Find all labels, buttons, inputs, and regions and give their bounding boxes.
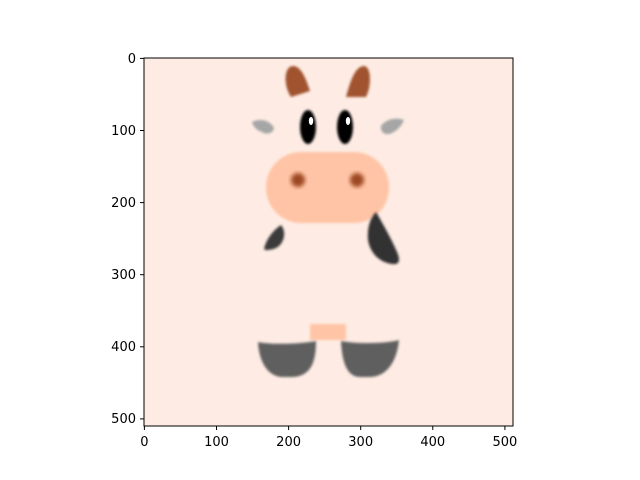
left-nostril (291, 173, 305, 187)
right-ear (380, 118, 404, 135)
y-tick-label: 500 (111, 412, 136, 427)
image-area (144, 58, 513, 426)
snout (266, 152, 389, 223)
right-nostril (350, 173, 364, 187)
right-hoof (341, 340, 399, 377)
left-eye-highlight (308, 117, 314, 125)
x-tick-label: 300 (348, 435, 373, 450)
y-axis: 0 100 200 300 400 500 (111, 52, 144, 427)
left-ear (252, 120, 274, 134)
x-tick-label: 400 (420, 435, 445, 450)
left-eye (300, 110, 316, 144)
x-axis: 0 100 200 300 400 500 (140, 426, 517, 450)
left-hoof (258, 341, 316, 377)
left-horn (285, 66, 310, 97)
axes-frame (143, 57, 514, 427)
udder-patch (310, 324, 346, 340)
y-tick-label: 200 (111, 196, 136, 211)
right-eye (337, 110, 353, 144)
right-body-spot (367, 212, 400, 265)
left-body-spot (264, 225, 285, 251)
x-tick-label: 500 (492, 435, 517, 450)
right-eye-highlight (345, 117, 351, 125)
right-horn (346, 66, 370, 97)
y-tick-label: 0 (128, 52, 136, 67)
y-tick-label: 400 (111, 340, 136, 355)
x-tick-label: 200 (276, 435, 301, 450)
image-background (144, 58, 513, 426)
y-tick-label: 300 (111, 268, 136, 283)
y-tick-label: 100 (111, 124, 136, 139)
x-tick-label: 100 (204, 435, 229, 450)
x-tick-label: 0 (140, 435, 148, 450)
